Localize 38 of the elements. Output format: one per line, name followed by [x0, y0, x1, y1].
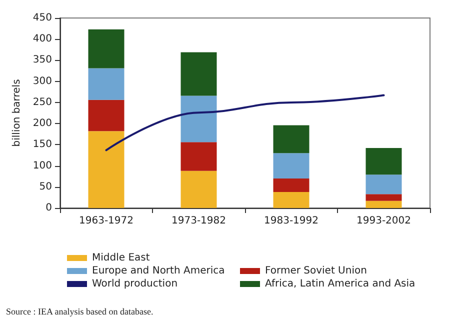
y-tick-label: 400	[32, 34, 52, 45]
y-tick-label: 100	[32, 160, 52, 172]
y-tick-label: 200	[32, 118, 52, 130]
legend-label: Europe and North America	[92, 266, 225, 276]
y-tick-label: 450	[32, 12, 52, 24]
y-tick-label: 350	[32, 54, 52, 66]
bar	[273, 153, 310, 178]
x-tick-label: 1973-1982	[171, 216, 226, 226]
y-axis-title: billion barrels	[12, 79, 23, 147]
legend-label: Middle East	[92, 252, 150, 264]
source-note: Source : IEA analysis based on database.	[6, 306, 154, 316]
bar	[88, 131, 124, 208]
legend-label: Africa, Latin America and Asia	[265, 278, 416, 290]
bar	[180, 96, 217, 142]
legend-label: World production	[92, 278, 178, 290]
bar	[366, 200, 402, 208]
y-tick-label: 250	[32, 96, 52, 108]
bar	[88, 68, 124, 100]
x-tick-label: 1993-2002	[356, 216, 412, 226]
bar	[273, 178, 310, 192]
y-tick-label: 0	[46, 202, 52, 214]
bar	[180, 142, 217, 171]
bar	[366, 148, 402, 175]
bar	[366, 174, 402, 194]
bar	[180, 170, 217, 208]
x-tick-label: 1983-1992	[264, 216, 319, 226]
bar	[180, 52, 217, 96]
bar	[273, 192, 310, 208]
bar	[88, 100, 124, 132]
line-series	[105, 94, 385, 152]
legend-label: Former Soviet Union	[265, 266, 367, 276]
y-tick-label: 300	[32, 76, 52, 87]
y-tick-label: 50	[39, 181, 52, 192]
x-tick-label: 1963-1972	[78, 216, 134, 226]
bar	[366, 194, 402, 201]
bar	[88, 29, 124, 68]
y-tick-label: 150	[32, 139, 52, 150]
bar	[273, 125, 310, 154]
